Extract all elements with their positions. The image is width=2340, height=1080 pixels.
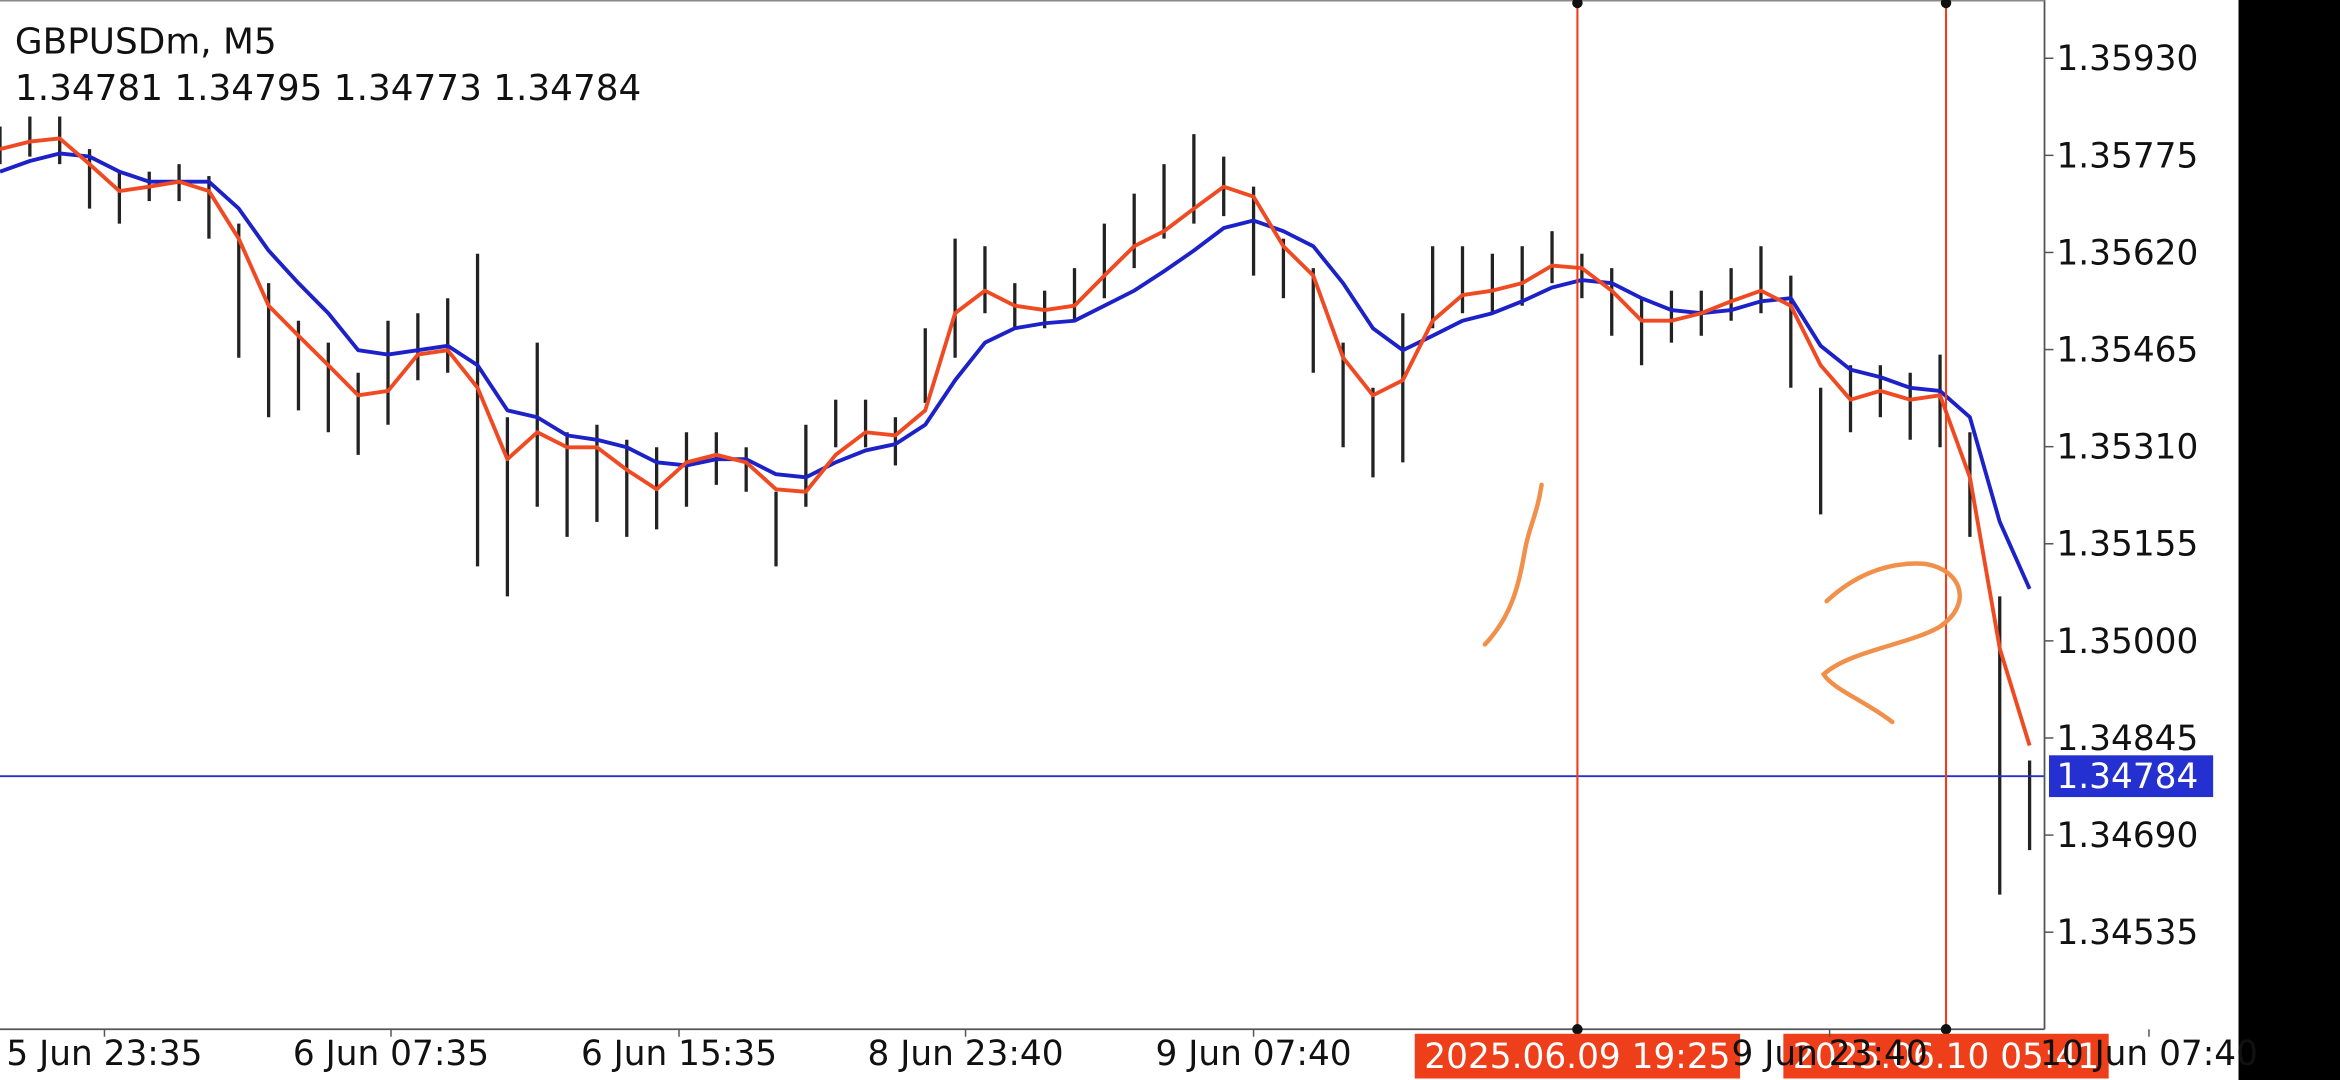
chart-title: GBPUSDm, M5 (15, 22, 277, 63)
screen-edge (2238, 0, 2340, 1080)
ohlc-readout: 1.34781 1.34795 1.34773 1.34784 (15, 68, 641, 109)
moving-average-line (0, 136, 2032, 747)
x-tick-label: 10 Jun 07:40 (2040, 1034, 2258, 1074)
y-tick-label: 1.34845 (2056, 719, 2198, 759)
marker-label: 2025.06.10 05:41 (1793, 1037, 2099, 1077)
marker-label: 2025.06.09 19:25 (1424, 1037, 1730, 1077)
y-tick-label: 1.35000 (2056, 622, 2198, 662)
x-tick-label: 9 Jun 07:40 (1156, 1034, 1352, 1074)
marker-dot (1940, 1024, 1952, 1035)
hand-drawing (1482, 482, 1544, 647)
y-tick-label: 1.34535 (2056, 913, 2198, 953)
y-tick-label: 1.34690 (2056, 816, 2198, 856)
plot-area (0, 0, 2045, 1030)
overlay: 1.34784 2025.06.09 19:25 2025.06.10 05:41 (1414, 0, 2214, 1079)
y-tick-label: 1.35930 (2056, 39, 2198, 79)
current-price-box (2048, 755, 2214, 798)
y-tick-label: 1.35620 (2056, 233, 2198, 273)
y-tick-label: 1.35775 (2056, 136, 2198, 176)
x-tick-label: 6 Jun 07:35 (293, 1034, 489, 1074)
moving-average-line (0, 151, 2032, 590)
y-tick-label: 1.35310 (2056, 428, 2198, 468)
current-price-label: 1.34784 (2056, 757, 2198, 797)
x-tick-label: 5 Jun 23:35 (6, 1034, 202, 1074)
marker-label-box (1414, 1033, 1741, 1079)
y-tick-label: 1.35465 (2056, 331, 2198, 371)
y-tick-label: 1.35155 (2056, 525, 2198, 565)
x-tick-label: 9 Jun 23:40 (1732, 1034, 1928, 1074)
hand-drawing (1820, 561, 1962, 725)
marker-label-box (1783, 1033, 2109, 1079)
marker-dot (1572, 1024, 1583, 1035)
x-tick-label: 6 Jun 15:35 (581, 1034, 777, 1074)
x-tick-label: 8 Jun 23:40 (867, 1034, 1063, 1074)
marker-dot (1940, 0, 1952, 9)
marker-dot (1572, 0, 1583, 9)
